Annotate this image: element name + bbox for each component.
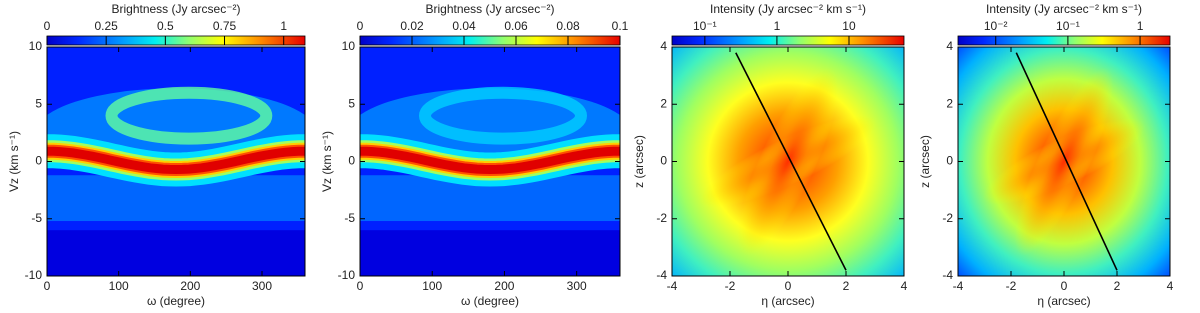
x-tick-label: 4 bbox=[901, 279, 908, 293]
x-tick-label: 2 bbox=[843, 279, 850, 293]
y-tick-label: 2 bbox=[660, 96, 667, 110]
colorbar bbox=[957, 35, 1171, 46]
y-tick-label: -10 bbox=[338, 268, 356, 282]
y-tick-label: -4 bbox=[656, 268, 667, 282]
x-tick-label: 300 bbox=[567, 279, 587, 293]
heatmap bbox=[958, 47, 1170, 276]
x-axis-label: η (arcsec) bbox=[761, 294, 814, 308]
y-tick-label: -5 bbox=[344, 211, 355, 225]
y-axis-label: z (arcsec) bbox=[918, 135, 932, 188]
y-axis-label: z (arcsec) bbox=[632, 135, 646, 188]
heatmap bbox=[672, 47, 904, 276]
x-axis-label: η (arcsec) bbox=[1037, 294, 1090, 308]
guide-line bbox=[1015, 52, 1118, 271]
y-axis-label: Vz (km s⁻¹) bbox=[7, 131, 21, 192]
x-tick-label: 0 bbox=[785, 279, 792, 293]
colorbar-label: Brightness (Jy arcsec⁻²) bbox=[425, 2, 554, 16]
x-axis-label: ω (degree) bbox=[461, 294, 519, 308]
colorbar-tick-label: 10⁻¹ bbox=[1056, 19, 1080, 33]
y-tick-label: -4 bbox=[942, 268, 953, 282]
colorbar-tick-label: 10⁻² bbox=[984, 19, 1008, 33]
x-tick-label: -2 bbox=[1006, 279, 1017, 293]
colorbar-tick-label: 0.04 bbox=[452, 19, 476, 33]
x-axis-label: ω (degree) bbox=[147, 294, 205, 308]
heatmap-floor bbox=[360, 230, 620, 276]
colorbar bbox=[46, 35, 306, 46]
colorbar bbox=[359, 35, 621, 46]
colorbar-label: Intensity (Jy arcsec⁻² km s⁻¹) bbox=[710, 2, 866, 16]
colorbar-label: Intensity (Jy arcsec⁻² km s⁻¹) bbox=[986, 2, 1142, 16]
y-tick-label: 0 bbox=[660, 154, 667, 168]
colorbar-tick-label: 10⁻¹ bbox=[693, 19, 717, 33]
colorbar bbox=[671, 35, 905, 46]
x-tick-label: -4 bbox=[667, 279, 678, 293]
x-tick-label: 100 bbox=[422, 279, 442, 293]
colorbar-tick-label: 0.5 bbox=[157, 19, 174, 33]
colorbar-tick-label: 10 bbox=[842, 19, 856, 33]
colorbar-tick-label: 0 bbox=[44, 19, 51, 33]
colorbar-tick-label: 1 bbox=[774, 19, 781, 33]
heatmap-arc bbox=[419, 86, 587, 145]
heatmap-arc bbox=[105, 86, 273, 145]
x-tick-label: -2 bbox=[725, 279, 736, 293]
heatmap bbox=[360, 47, 620, 276]
colorbar-tick-label: 0.25 bbox=[94, 19, 118, 33]
y-tick-label: 2 bbox=[946, 96, 953, 110]
y-tick-label: 4 bbox=[660, 39, 667, 53]
x-tick-label: 100 bbox=[109, 279, 129, 293]
colorbar-tick-label: 0.1 bbox=[612, 19, 629, 33]
heatmap-arm bbox=[737, 67, 839, 256]
colorbar-tick-label: 1 bbox=[1137, 19, 1144, 33]
heatmap-band bbox=[360, 146, 620, 175]
x-tick-label: 2 bbox=[1114, 279, 1121, 293]
colorbar-tick-label: 0.06 bbox=[504, 19, 528, 33]
x-tick-label: 0 bbox=[44, 279, 51, 293]
x-tick-label: 300 bbox=[252, 279, 272, 293]
y-tick-label: 0 bbox=[348, 154, 355, 168]
heatmap-arm bbox=[1014, 67, 1114, 256]
x-tick-label: 4 bbox=[1167, 279, 1174, 293]
heatmap-band bbox=[47, 146, 305, 175]
heatmap bbox=[47, 47, 305, 276]
colorbar-tick-label: 0.75 bbox=[213, 19, 237, 33]
heatmap-floor bbox=[47, 230, 305, 276]
colorbar-tick-label: 1 bbox=[280, 19, 287, 33]
y-tick-label: 0 bbox=[35, 154, 42, 168]
y-tick-label: 10 bbox=[29, 39, 43, 53]
colorbar-tick-label: 0 bbox=[357, 19, 364, 33]
y-tick-label: 0 bbox=[946, 154, 953, 168]
colorbar-tick-label: 0.08 bbox=[556, 19, 580, 33]
y-axis-label: Vz (km s⁻¹) bbox=[320, 131, 334, 192]
x-tick-label: -4 bbox=[953, 279, 964, 293]
x-tick-label: 200 bbox=[180, 279, 200, 293]
y-tick-label: 5 bbox=[35, 96, 42, 110]
y-tick-label: -5 bbox=[31, 211, 42, 225]
y-tick-label: -2 bbox=[656, 211, 667, 225]
y-tick-label: 10 bbox=[342, 39, 356, 53]
y-tick-label: -10 bbox=[25, 268, 43, 282]
colorbar-tick-label: 0.02 bbox=[400, 19, 424, 33]
guide-line bbox=[735, 52, 847, 271]
x-tick-label: 200 bbox=[494, 279, 514, 293]
y-tick-label: 4 bbox=[946, 39, 953, 53]
y-tick-label: 5 bbox=[348, 96, 355, 110]
colorbar-label: Brightness (Jy arcsec⁻²) bbox=[111, 2, 240, 16]
x-tick-label: 0 bbox=[1061, 279, 1068, 293]
y-tick-label: -2 bbox=[942, 211, 953, 225]
x-tick-label: 0 bbox=[357, 279, 364, 293]
